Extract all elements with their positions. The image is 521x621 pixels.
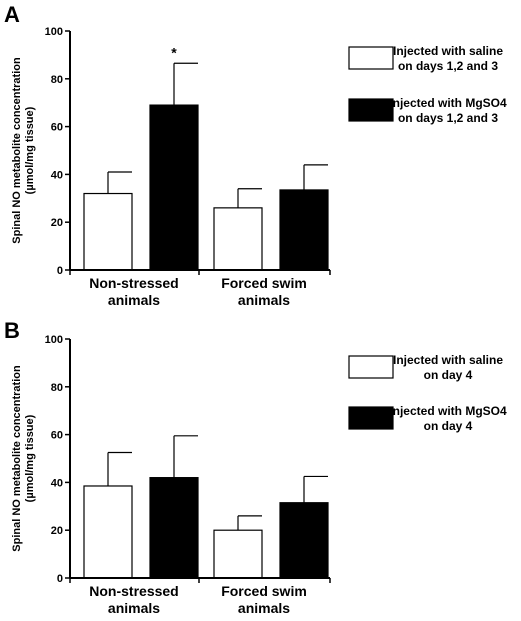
panel-a-bar-forced-swim-mgso4	[279, 189, 329, 271]
panel-a-label: A	[4, 2, 20, 27]
panel-a-ytick-label-0: 0	[57, 265, 63, 277]
panel-b-legend-label-saline-line-1: Injected with saline	[393, 353, 503, 367]
panel-a-bar-non-stressed-saline	[83, 192, 133, 271]
panel-b-category-forced-swim-line-2: animals	[238, 600, 290, 616]
panel-a-significance-marker-1: *	[171, 44, 177, 60]
panel-b-ytick-label-80: 80	[51, 382, 63, 394]
panel-b-ytick-label-100: 100	[45, 334, 63, 346]
panel-a-legend-swatch-mgso4	[348, 98, 394, 122]
panel-a-category-non-stressed-line-2: animals	[108, 292, 160, 308]
panel-b-category-non-stressed-line-1: Non-stressed	[89, 583, 178, 599]
panel-b-ytick-label-60: 60	[51, 430, 63, 442]
panel-a-legend-label-mgso4-line-1: Injected with MgSO4	[389, 96, 507, 110]
panel-b-ylabel-line-2: (µmol/mg tissue)	[24, 414, 36, 502]
panel-a-legend-label-saline-line-2: on days 1,2 and 3	[398, 59, 498, 73]
panel-b-legend-label-mgso4-line-1: Injected with MgSO4	[389, 404, 507, 418]
panel-a-legend-swatch-saline	[348, 46, 394, 70]
panel-a-legend-label-saline-line-1: Injected with saline	[393, 44, 503, 58]
panel-a-legend-label-mgso4-line-2: on days 1,2 and 3	[398, 111, 498, 125]
panel-b-legend-label-mgso4-line-2: on day 4	[424, 419, 473, 433]
panel-b-ytick-label-20: 20	[51, 525, 63, 537]
panel-b-ylabel-line-1: Spinal NO metabolite concentration	[11, 365, 23, 552]
panel-b-category-non-stressed-line-2: animals	[108, 600, 160, 616]
panel-a-bar-forced-swim-saline	[213, 207, 263, 271]
panel-a-ytick-label-40: 40	[51, 169, 63, 181]
panel-a-ytick-label-20: 20	[51, 217, 63, 229]
panel-b-ytick-label-40: 40	[51, 477, 63, 489]
panel-b-bar-forced-swim-mgso4	[279, 502, 329, 579]
panel-a-ytick-label-100: 100	[45, 26, 63, 38]
panel-b-bar-non-stressed-mgso4	[149, 477, 199, 579]
panel-a-ytick-label-80: 80	[51, 74, 63, 86]
panel-b-label: B	[4, 318, 20, 343]
panel-a-category-non-stressed-line-1: Non-stressed	[89, 275, 178, 291]
panel-b-legend-swatch-saline	[348, 355, 394, 379]
panel-a-ytick-label-60: 60	[51, 122, 63, 134]
panel-b-legend-swatch-mgso4	[348, 406, 394, 430]
panel-b-bar-forced-swim-saline	[213, 529, 263, 579]
panel-a-category-forced-swim-line-2: animals	[238, 292, 290, 308]
panel-b-legend-label-saline-line-2: on day 4	[424, 368, 473, 382]
panel-b-category-forced-swim-line-1: Forced swim	[221, 583, 307, 599]
panel-b-bar-non-stressed-saline	[83, 485, 133, 579]
panel-a-category-forced-swim-line-1: Forced swim	[221, 275, 307, 291]
panel-a-bar-non-stressed-mgso4	[149, 104, 199, 271]
panel-a-ylabel-line-2: (µmol/mg tissue)	[24, 106, 36, 194]
panel-b-ytick-label-0: 0	[57, 573, 63, 585]
panel-a-ylabel-line-1: Spinal NO metabolite concentration	[11, 57, 23, 244]
